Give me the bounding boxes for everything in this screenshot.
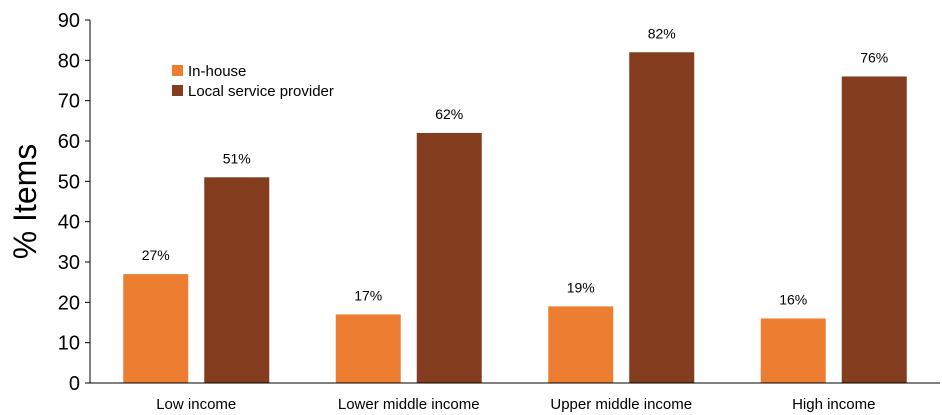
y-tick-label: 50 bbox=[58, 171, 80, 193]
bar-in-house bbox=[123, 274, 189, 383]
y-tick-label: 20 bbox=[58, 292, 80, 314]
bar-in-house bbox=[335, 314, 401, 383]
y-tick-label: 30 bbox=[58, 252, 80, 274]
legend-swatch bbox=[172, 65, 183, 76]
x-axis-categories: Low income Lower middle income Upper middl… bbox=[156, 396, 875, 413]
bar-in-house bbox=[760, 318, 826, 383]
y-tick-label: 80 bbox=[58, 50, 80, 72]
data-label: 82% bbox=[648, 25, 676, 41]
y-tick-label: 90 bbox=[58, 10, 80, 32]
y-tick-label: 60 bbox=[58, 131, 80, 153]
legend-label: Local service provider bbox=[188, 83, 334, 100]
data-label: 16% bbox=[779, 291, 807, 307]
y-tick-label: 70 bbox=[58, 91, 80, 113]
data-label: 76% bbox=[860, 49, 888, 65]
y-tick-label: 10 bbox=[58, 333, 80, 355]
legend-swatch bbox=[172, 85, 183, 96]
data-label: 27% bbox=[142, 247, 170, 263]
y-tick-label: 0 bbox=[69, 373, 80, 395]
data-label: 62% bbox=[435, 106, 463, 122]
bar-local-service-provider bbox=[841, 76, 907, 383]
bar-local-service-provider bbox=[204, 177, 270, 383]
x-category-label: Upper middle income bbox=[550, 396, 692, 413]
bar-local-service-provider bbox=[629, 52, 695, 384]
y-axis-label: % Items bbox=[7, 144, 43, 260]
data-label: 51% bbox=[223, 150, 251, 166]
data-label: 19% bbox=[567, 279, 595, 295]
bar-groups: 27% 51% 17% 62% 19% 82% 16% 76% bbox=[123, 25, 907, 384]
x-category-label: High income bbox=[792, 396, 875, 413]
y-axis-ticks: 0 10 20 30 40 50 60 70 80 90 bbox=[58, 10, 90, 395]
bar-in-house bbox=[548, 306, 614, 383]
y-tick-label: 40 bbox=[58, 212, 80, 234]
legend: In-house Local service provider bbox=[172, 63, 334, 100]
bar-local-service-provider bbox=[416, 132, 482, 383]
legend-label: In-house bbox=[188, 63, 246, 80]
data-label: 17% bbox=[354, 287, 382, 303]
x-category-label: Lower middle income bbox=[338, 396, 480, 413]
x-category-label: Low income bbox=[156, 396, 236, 413]
